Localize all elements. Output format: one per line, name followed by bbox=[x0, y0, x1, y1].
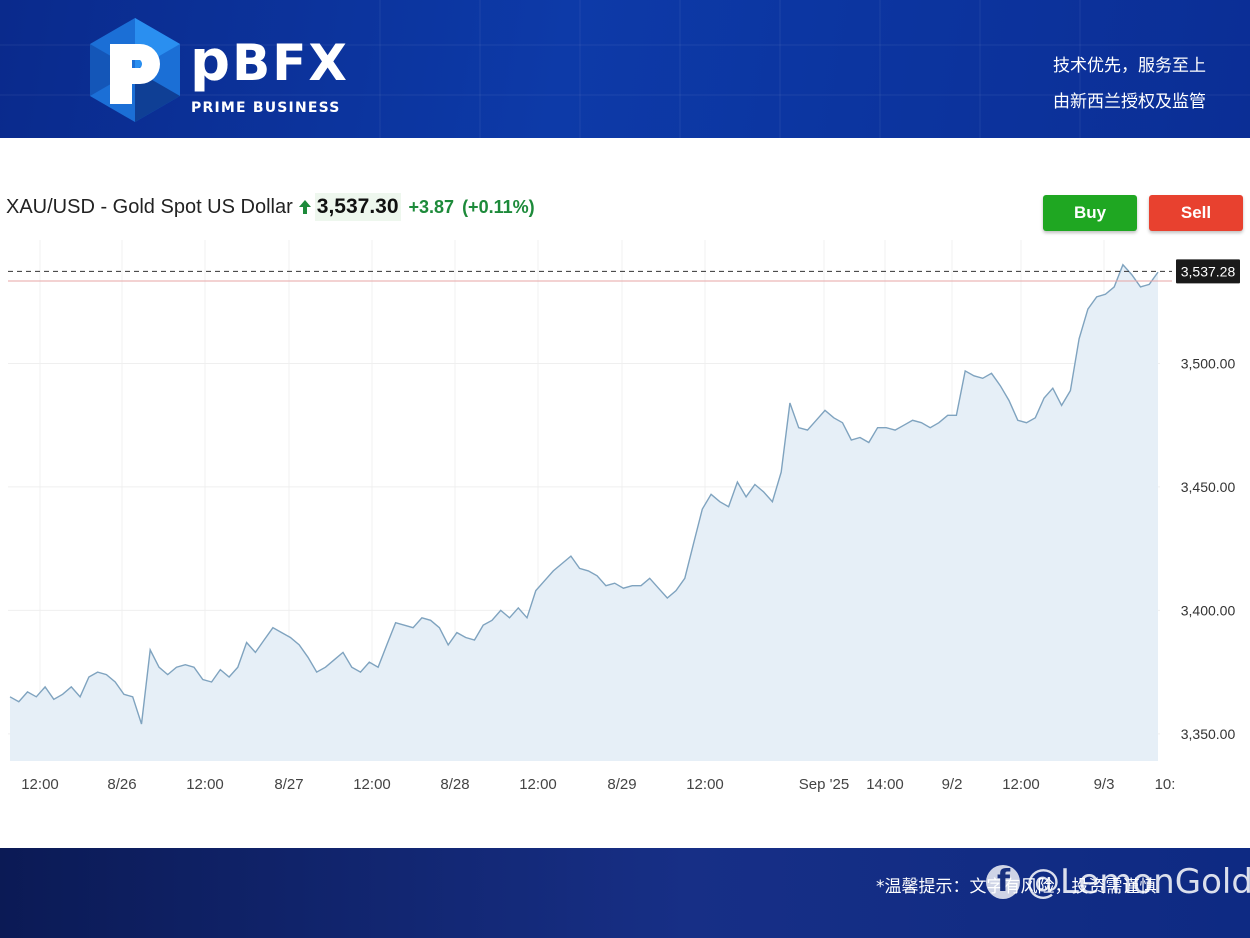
y-tick-label: 3,400.00 bbox=[1181, 602, 1236, 618]
x-tick-label: 12:00 bbox=[1002, 776, 1040, 793]
footer-banner: *温馨提示：文字有风险，投资需谨慎 f @LemonGold bbox=[0, 848, 1250, 938]
y-tick-label: 3,450.00 bbox=[1181, 479, 1236, 495]
x-tick-label: 12:00 bbox=[353, 776, 391, 793]
header-banner: pBFX PRIME BUSINESS 技术优先，服务至上 由新西兰授权及监管 bbox=[0, 0, 1250, 138]
x-tick-label: 12:00 bbox=[686, 776, 724, 793]
price-chart: 3,537.28 3,350.00 3,400.00 3,450.00 3,500.00… bbox=[8, 240, 1240, 793]
price-change-percent: (+0.11%) bbox=[462, 196, 535, 217]
x-tick-label: 14:00 bbox=[866, 776, 904, 793]
price-change: +3.87 bbox=[408, 196, 455, 217]
x-tick-label: 8/26 bbox=[107, 776, 136, 793]
x-tick-label: 8/28 bbox=[440, 776, 469, 793]
x-tick-label: 12:00 bbox=[21, 776, 59, 793]
y-tick-label: 3,350.00 bbox=[1181, 726, 1236, 742]
arrow-up-icon bbox=[298, 200, 311, 214]
last-value-label: 3,537.28 bbox=[1181, 263, 1236, 279]
x-tick-label: 8/29 bbox=[607, 776, 636, 793]
x-tick-label: 12:00 bbox=[519, 776, 557, 793]
sell-button[interactable]: Sell bbox=[1149, 195, 1243, 231]
brand-subtitle: PRIME BUSINESS bbox=[191, 100, 341, 116]
pbfx-logo bbox=[80, 14, 350, 124]
price-area bbox=[10, 264, 1158, 761]
tagline-line-2: 由新西兰授权及监管 bbox=[1053, 92, 1206, 112]
last-value-box bbox=[1176, 259, 1240, 284]
x-tick-label: 12:00 bbox=[186, 776, 224, 793]
tagline-line-1: 技术优先，服务至上 bbox=[1053, 56, 1206, 76]
x-tick-label: Sep '25 bbox=[799, 776, 849, 793]
tagline: 技术优先，服务至上 由新西兰授权及监管 bbox=[1053, 48, 1206, 120]
header-texture bbox=[0, 0, 1250, 138]
x-tick-label: 10: bbox=[1155, 776, 1176, 793]
watermark: f @LemonGold bbox=[986, 862, 1250, 902]
buy-button[interactable]: Buy bbox=[1043, 195, 1137, 231]
price-line bbox=[9, 263, 1159, 725]
x-tick-label: 8/27 bbox=[274, 776, 303, 793]
logo-hexagon-icon bbox=[90, 18, 180, 122]
quote-titlebar: XAU/USD - Gold Spot US Dollar 3,537.30 +… bbox=[6, 192, 535, 222]
symbol-name: XAU/USD - Gold Spot US Dollar bbox=[6, 195, 293, 218]
last-price: 3,537.30 bbox=[314, 193, 401, 221]
x-tick-label: 9/2 bbox=[942, 776, 963, 793]
y-tick-label: 3,500.00 bbox=[1181, 355, 1236, 371]
watermark-text: @LemonGold bbox=[1026, 862, 1250, 902]
facebook-icon: f bbox=[986, 864, 1020, 899]
brand-name: pBFX bbox=[190, 29, 349, 94]
x-tick-label: 9/3 bbox=[1094, 776, 1115, 793]
